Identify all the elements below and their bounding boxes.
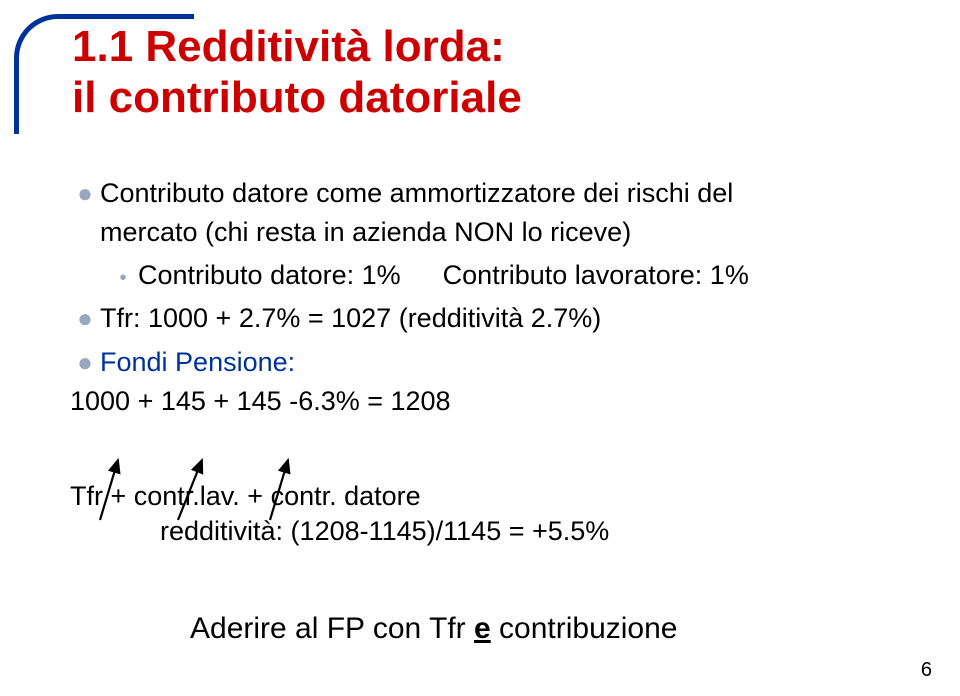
redditivita-line: redditività: (1208-1145)/1145 = +5.5% (160, 516, 609, 547)
footer-pre: Aderire al FP con Tfr (190, 612, 474, 645)
redditivita-text: redditività: (1208-1145)/1145 = +5.5% (160, 516, 609, 546)
bullet-dot-small-icon: • (108, 264, 138, 293)
sub-bullet-right: Contributo lavoratore: 1% (443, 256, 749, 295)
bullet-1-cont: mercato (chi resta in azienda NON lo ric… (70, 213, 910, 252)
fondi-calc-line: 1000 + 145 + 145 -6.3% = 1208 (70, 382, 910, 421)
sub-bullet: • Contributo datore: 1% Contributo lavor… (108, 256, 910, 295)
bullet-1-line-2: mercato (chi resta in azienda NON lo ric… (100, 213, 631, 252)
bullet-tfr: ● Tfr: 1000 + 2.7% = 1027 (redditività 2… (70, 299, 910, 338)
sub-bullet-left: Contributo datore: 1% (138, 256, 401, 295)
title-line-1: 1.1 Redditività lorda: (72, 22, 505, 71)
page-number: 6 (921, 659, 932, 682)
bullet-1-line-1: Contributo datore come ammortizzatore de… (100, 174, 733, 213)
tfr-line-text: Tfr: 1000 + 2.7% = 1027 (redditività 2.7… (100, 299, 601, 338)
bullet-dot-icon: ● (70, 175, 100, 213)
slide-title: 1.1 Redditività lorda: il contributo dat… (72, 22, 522, 123)
bullet-spacer (70, 214, 100, 252)
footer-post: contribuzione (491, 612, 678, 645)
fondi-label: Fondi Pensione: (100, 343, 295, 382)
bullet-fondi: ● Fondi Pensione: (70, 343, 910, 382)
slide: 1.1 Redditività lorda: il contributo dat… (0, 0, 960, 696)
fondi-calc-text: 1000 + 145 + 145 -6.3% = 1208 (70, 382, 451, 421)
arrow-3 (270, 460, 288, 520)
bullet-1: ● Contributo datore come ammortizzatore … (70, 174, 910, 213)
title-line-2: il contributo datoriale (72, 73, 522, 122)
footer-bold: e (474, 612, 491, 645)
arrow-1 (100, 460, 118, 520)
arrow-2 (178, 460, 202, 520)
bullet-dot-icon: ● (70, 344, 100, 382)
footer-conclusion: Aderire al FP con Tfr e contribuzione (190, 612, 678, 646)
bullet-dot-icon: ● (70, 300, 100, 338)
